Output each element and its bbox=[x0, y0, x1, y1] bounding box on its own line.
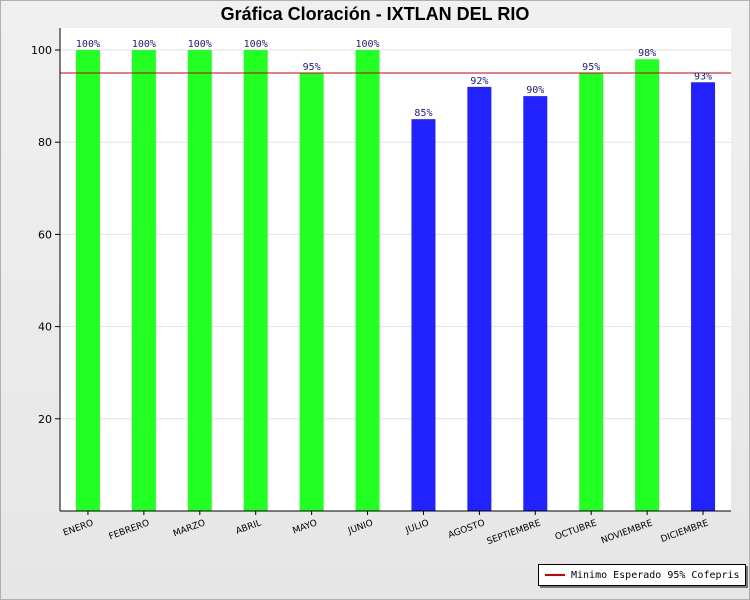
category-label: AGOSTO bbox=[447, 518, 486, 541]
data-label: 98% bbox=[638, 48, 656, 59]
data-label: 92% bbox=[470, 76, 488, 87]
y-tick-label: 20 bbox=[38, 413, 52, 426]
data-label: 93% bbox=[694, 71, 712, 82]
bar bbox=[131, 50, 156, 511]
bar bbox=[187, 50, 212, 511]
category-label: MARZO bbox=[172, 518, 207, 539]
bar bbox=[299, 73, 324, 512]
data-label: 85% bbox=[414, 108, 432, 119]
bar bbox=[635, 59, 660, 511]
data-label: 100% bbox=[132, 39, 156, 50]
bar bbox=[467, 86, 492, 511]
category-label: JULIO bbox=[404, 518, 431, 536]
bar bbox=[243, 50, 268, 511]
y-tick-label: 100 bbox=[31, 44, 52, 57]
data-label: 100% bbox=[188, 39, 212, 50]
data-label: 95% bbox=[303, 62, 321, 73]
grid-lines bbox=[60, 49, 731, 420]
bar bbox=[523, 96, 548, 511]
y-tick-label: 40 bbox=[38, 321, 52, 334]
plot-area bbox=[60, 28, 731, 511]
data-label: 100% bbox=[244, 39, 268, 50]
category-label: OCTUBRE bbox=[554, 518, 599, 542]
bar bbox=[579, 73, 604, 512]
bars bbox=[60, 50, 731, 512]
data-label: 90% bbox=[526, 85, 544, 96]
category-label: ENERO bbox=[62, 518, 95, 538]
y-tick-label: 80 bbox=[38, 136, 52, 149]
category-label: MAYO bbox=[291, 518, 318, 536]
axes: 20 40 60 80 100 bbox=[31, 28, 731, 515]
data-label: 95% bbox=[582, 62, 600, 73]
category-label: FEBRERO bbox=[108, 518, 151, 542]
category-label: JUNIO bbox=[346, 518, 375, 537]
chart-title: Gráfica Cloración - IXTLAN DEL RIO bbox=[220, 4, 530, 24]
category-label: ABRIL bbox=[235, 518, 263, 536]
legend-line-swatch bbox=[545, 574, 565, 576]
data-label: 100% bbox=[76, 39, 100, 50]
bar bbox=[691, 82, 716, 512]
data-label: 100% bbox=[355, 39, 379, 50]
category-label: DICIEMBRE bbox=[660, 518, 711, 545]
legend-label: Minimo Esperado 95% Cofepris bbox=[571, 569, 740, 581]
category-label: SEPTIEMBRE bbox=[486, 518, 543, 547]
legend: Minimo Esperado 95% Cofepris bbox=[538, 564, 746, 586]
category-label: NOVIEMBRE bbox=[600, 518, 654, 546]
y-tick-label: 60 bbox=[38, 228, 52, 241]
bar bbox=[411, 119, 436, 512]
bar bbox=[355, 50, 380, 511]
bar bbox=[75, 50, 100, 511]
